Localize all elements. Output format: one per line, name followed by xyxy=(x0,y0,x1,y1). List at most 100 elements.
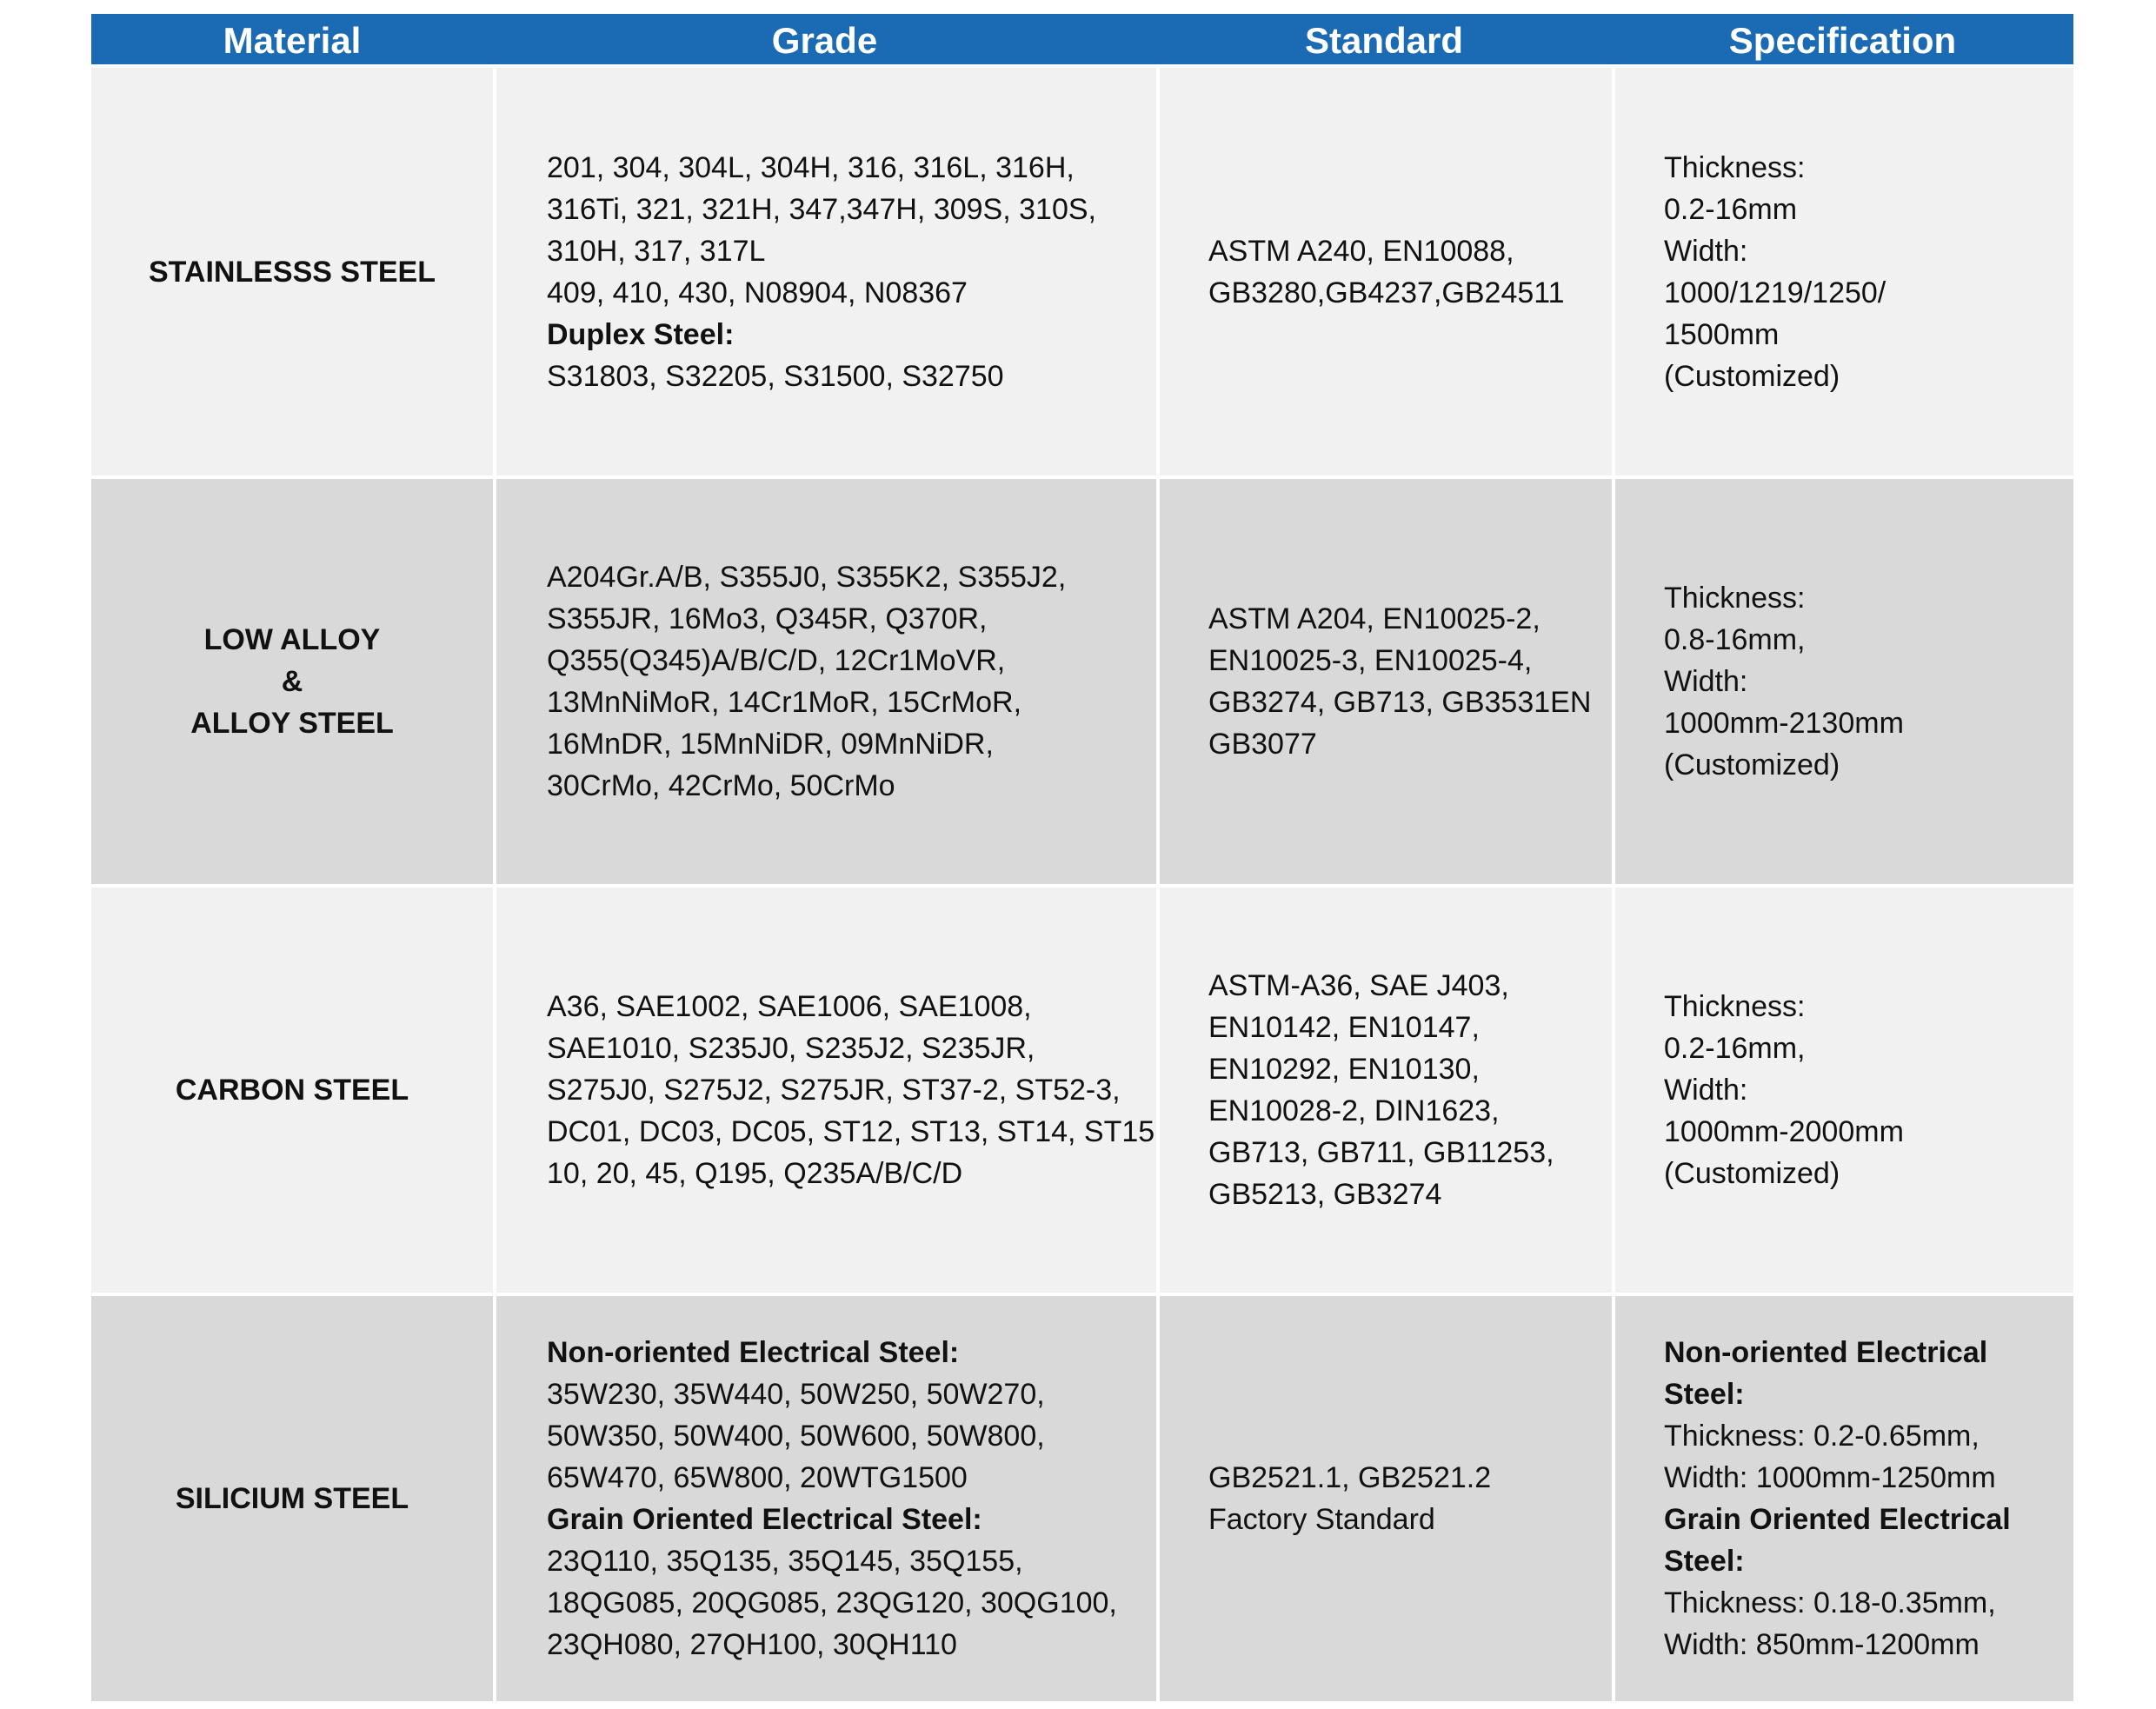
steel-materials-table: Material Grade Standard Specification ST… xyxy=(91,14,2073,1701)
specification-line: 0.8-16mm, xyxy=(1664,623,1806,656)
specification-line: 1000mm-2130mm xyxy=(1664,707,1904,740)
specification-lines: Thickness: 0.2-16mm Width: 1000/1219/1250/1… xyxy=(1664,147,1886,397)
material-line: STAINLESSS STEEL xyxy=(149,255,436,289)
grade-line: A204Gr.A/B, S355J0, S355K2, S355J2, xyxy=(547,561,1067,594)
specification-lines: Non-oriented Electrical Steel: Thickness: … xyxy=(1664,1332,2011,1666)
standard-line: Factory Standard xyxy=(1208,1503,1435,1536)
header-standard: Standard xyxy=(1304,20,1464,61)
material-lines: LOW ALLOY & ALLOY STEEL xyxy=(190,619,394,744)
specification-line: Width: xyxy=(1664,665,1748,698)
standard-line: GB3274, GB713, GB3531EN xyxy=(1208,686,1592,719)
specification-cell: Thickness: 0.2-16mm, Width: 1000mm-2000mm (C… xyxy=(1612,884,2073,1293)
specification-cell: Non-oriented Electrical Steel: Thickness: … xyxy=(1612,1293,2073,1701)
grade-line: S275J0, S275J2, S275JR, ST37-2, ST52-3, xyxy=(547,1074,1121,1107)
grade-line: Q355(Q345)A/B/C/D, 12Cr1MoVR, xyxy=(547,644,1006,677)
standard-lines: ASTM-A36, SAE J403, EN10142, EN10147, EN10… xyxy=(1208,965,1554,1215)
standard-cell: ASTM A240, EN10088, GB3280,GB4237,GB24511 xyxy=(1156,64,1612,475)
grade-cell: Non-oriented Electrical Steel: 35W230, 35… xyxy=(493,1293,1156,1701)
header-grade: Grade xyxy=(771,20,878,61)
table-row: CARBON STEEL A36, SAE1002, SAE1006, SAE1… xyxy=(91,884,2073,1293)
specification-lines: Thickness: 0.2-16mm, Width: 1000mm-2000mm (C… xyxy=(1664,986,1904,1194)
grade-line: S31803, S32205, S31500, S32750 xyxy=(547,359,1004,393)
standard-cell: ASTM-A36, SAE J403, EN10142, EN10147, EN10… xyxy=(1156,884,1612,1293)
grade-lines: A36, SAE1002, SAE1006, SAE1008, SAE1010, … xyxy=(547,986,1163,1194)
material-cell: STAINLESSS STEEL xyxy=(91,64,493,475)
grade-line: 35W230, 35W440, 50W250, 50W270, xyxy=(547,1378,1045,1411)
grade-line: 13MnNiMoR, 14Cr1MoR, 15CrMoR, xyxy=(547,686,1022,719)
grade-cell: A204Gr.A/B, S355J0, S355K2, S355J2, S355J… xyxy=(493,475,1156,884)
grade-line: S355JR, 16Mo3, Q345R, Q370R, xyxy=(547,602,988,635)
grade-line: 30CrMo, 42CrMo, 50CrMo xyxy=(547,769,895,802)
specification-line: Width: 850mm-1200mm xyxy=(1664,1628,1980,1661)
grade-line: 23Q110, 35Q135, 35Q145, 35Q155, xyxy=(547,1545,1023,1578)
specification-line: Non-oriented Electrical xyxy=(1664,1336,1988,1369)
specification-line: (Customized) xyxy=(1664,359,1840,393)
standard-lines: ASTM A240, EN10088, GB3280,GB4237,GB24511 xyxy=(1208,230,1565,314)
specification-lines: Thickness: 0.8-16mm, Width: 1000mm-2130mm (C… xyxy=(1664,577,1904,786)
material-line: LOW ALLOY xyxy=(203,623,381,656)
standard-line: GB3077 xyxy=(1208,728,1317,761)
standard-line: EN10028-2, DIN1623, xyxy=(1208,1094,1500,1127)
grade-cell: 201, 304, 304L, 304H, 316, 316L, 316H, 31… xyxy=(493,64,1156,475)
material-cell: LOW ALLOY & ALLOY STEEL xyxy=(91,475,493,884)
table-row: LOW ALLOY & ALLOY STEEL A204Gr.A/B, S355J0… xyxy=(91,475,2073,884)
specification-line: Thickness: xyxy=(1664,150,1806,184)
table-row: SILICIUM STEEL Non-oriented Electrical S… xyxy=(91,1293,2073,1701)
grade-line: 201, 304, 304L, 304H, 316, 316L, 316H, xyxy=(547,150,1075,184)
standard-line: GB713, GB711, GB11253, xyxy=(1208,1136,1554,1169)
grade-line: 310H, 317, 317L xyxy=(547,234,766,268)
specification-cell: Thickness: 0.8-16mm, Width: 1000mm-2130mm (C… xyxy=(1612,475,2073,884)
specification-line: 0.2-16mm xyxy=(1664,192,1798,226)
material-lines: STAINLESSS STEEL xyxy=(149,251,436,293)
material-cell: CARBON STEEL xyxy=(91,884,493,1293)
standard-lines: ASTM A204, EN10025-2, EN10025-3, EN10025-… xyxy=(1208,598,1591,765)
specification-line: Thickness: xyxy=(1664,990,1806,1023)
standard-line: GB5213, GB3274 xyxy=(1208,1178,1442,1211)
material-cell: SILICIUM STEEL xyxy=(91,1293,493,1701)
standard-line: ASTM A240, EN10088, xyxy=(1208,234,1514,268)
standard-line: GB3280,GB4237,GB24511 xyxy=(1208,276,1565,309)
specification-line: 1000mm-2000mm xyxy=(1664,1115,1904,1148)
standard-line: GB2521.1, GB2521.2 xyxy=(1208,1461,1492,1494)
standard-lines: GB2521.1, GB2521.2 Factory Standard xyxy=(1208,1457,1491,1540)
header-specification: Specification xyxy=(1728,20,1957,61)
grade-line: 50W350, 50W400, 50W600, 50W800, xyxy=(547,1420,1045,1453)
grade-line: 18QG085, 20QG085, 23QG120, 30QG100, xyxy=(547,1586,1117,1619)
grade-line: 65W470, 65W800, 20WTG1500 xyxy=(547,1461,968,1494)
specification-line: Width: 1000mm-1250mm xyxy=(1664,1461,1996,1494)
specification-line: Thickness: xyxy=(1664,582,1806,615)
material-lines: SILICIUM STEEL xyxy=(176,1478,409,1519)
standard-line: ASTM-A36, SAE J403, xyxy=(1208,969,1509,1002)
standard-cell: ASTM A204, EN10025-2, EN10025-3, EN10025-… xyxy=(1156,475,1612,884)
specification-line: Thickness: 0.18-0.35mm, xyxy=(1664,1586,1996,1619)
grade-line: 10, 20, 45, Q195, Q235A/B/C/D xyxy=(547,1157,963,1190)
grade-lines: A204Gr.A/B, S355J0, S355K2, S355J2, S355J… xyxy=(547,556,1066,807)
grade-lines: 201, 304, 304L, 304H, 316, 316L, 316H, 31… xyxy=(547,147,1096,397)
specification-line: Thickness: 0.2-0.65mm, xyxy=(1664,1420,1980,1453)
standard-line: EN10025-3, EN10025-4, xyxy=(1208,644,1533,677)
grade-line: DC01, DC03, DC05, ST12, ST13, ST14, ST15… xyxy=(547,1115,1163,1148)
grade-lines: Non-oriented Electrical Steel: 35W230, 35… xyxy=(547,1332,1117,1666)
material-line: SILICIUM STEEL xyxy=(175,1482,409,1515)
grade-line: 23QH080, 27QH100, 30QH110 xyxy=(547,1628,957,1661)
header-material: Material xyxy=(223,20,362,61)
specification-line: (Customized) xyxy=(1664,1157,1840,1190)
grade-line: A36, SAE1002, SAE1006, SAE1008, xyxy=(547,990,1032,1023)
grade-cell: A36, SAE1002, SAE1006, SAE1008, SAE1010, … xyxy=(493,884,1163,1293)
grade-line: Non-oriented Electrical Steel: xyxy=(547,1336,960,1369)
standard-line: ASTM A204, EN10025-2, xyxy=(1208,602,1540,635)
grade-line: 409, 410, 430, N08904, N08367 xyxy=(547,276,968,309)
table-header: Material Grade Standard Specification xyxy=(91,14,2073,64)
material-line: & xyxy=(281,665,303,698)
specification-cell: Thickness: 0.2-16mm Width: 1000/1219/1250/1… xyxy=(1612,64,2073,475)
specification-line: Grain Oriented Electrical xyxy=(1664,1503,2011,1536)
grade-line: Grain Oriented Electrical Steel: xyxy=(547,1503,982,1536)
specification-line: 0.2-16mm, xyxy=(1664,1032,1806,1065)
specification-line: 1000/1219/1250/ xyxy=(1664,276,1886,309)
standard-cell: GB2521.1, GB2521.2 Factory Standard xyxy=(1156,1293,1612,1701)
specification-line: Width: xyxy=(1664,234,1748,268)
grade-line: Duplex Steel: xyxy=(547,317,735,351)
table-row: STAINLESSS STEEL 201, 304, 304L, 304H, 3… xyxy=(91,64,2073,475)
standard-line: EN10292, EN10130, xyxy=(1208,1053,1480,1086)
specification-line: Steel: xyxy=(1664,1545,1745,1578)
